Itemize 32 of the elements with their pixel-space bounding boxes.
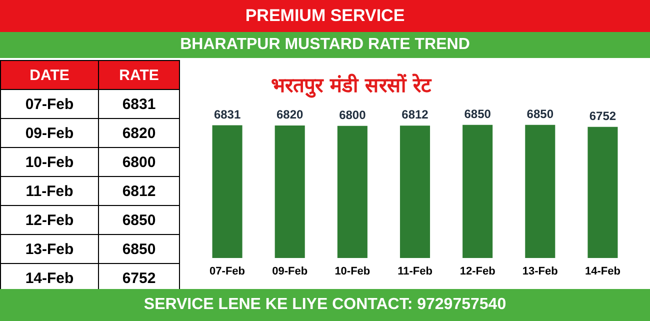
data-label: 6752 bbox=[589, 108, 616, 123]
data-label: 6850 bbox=[526, 106, 554, 121]
text: RATE bbox=[98, 60, 180, 90]
data-label: 6800 bbox=[339, 108, 366, 122]
text: SERVICE LENE KE LIYE CONTACT: 9729757540 bbox=[0, 289, 650, 321]
text: DATE bbox=[0, 60, 99, 90]
text: 07-Feb bbox=[0, 90, 99, 118]
x-tick-label: 07-Feb bbox=[210, 266, 246, 278]
text: 6850 bbox=[98, 234, 180, 264]
x-tick-label: 10-Feb bbox=[334, 266, 370, 278]
x-tick-label: 14-Feb bbox=[584, 266, 621, 278]
text: PREMIUM SERVICE bbox=[0, 0, 650, 32]
text: 11-Feb bbox=[0, 176, 99, 206]
text: 6812 bbox=[98, 176, 180, 206]
data-label: 6820 bbox=[276, 107, 304, 122]
text: 12-Feb bbox=[0, 206, 99, 234]
data-label: 6850 bbox=[464, 106, 492, 121]
x-tick-label: 09-Feb bbox=[272, 266, 308, 278]
x-tick-label: 12-Feb bbox=[460, 266, 496, 278]
text: 6850 bbox=[98, 206, 180, 234]
text: 10-Feb bbox=[0, 148, 99, 176]
text: 6820 bbox=[98, 118, 180, 148]
chart-subtitle: भरतपुर मंडी सरसों रेट bbox=[271, 73, 432, 98]
data-label: 6812 bbox=[402, 108, 429, 122]
text: 6752 bbox=[98, 264, 180, 292]
chart-title: BHARATPUR MUSTARD RATE TREND bbox=[0, 32, 650, 58]
data-label: 6831 bbox=[214, 107, 241, 122]
x-tick-label: 13-Feb bbox=[522, 266, 558, 278]
x-tick-label: 11-Feb bbox=[398, 266, 433, 278]
text: 09-Feb bbox=[0, 118, 99, 148]
text: 6831 bbox=[98, 90, 180, 118]
text: 6800 bbox=[98, 148, 180, 176]
